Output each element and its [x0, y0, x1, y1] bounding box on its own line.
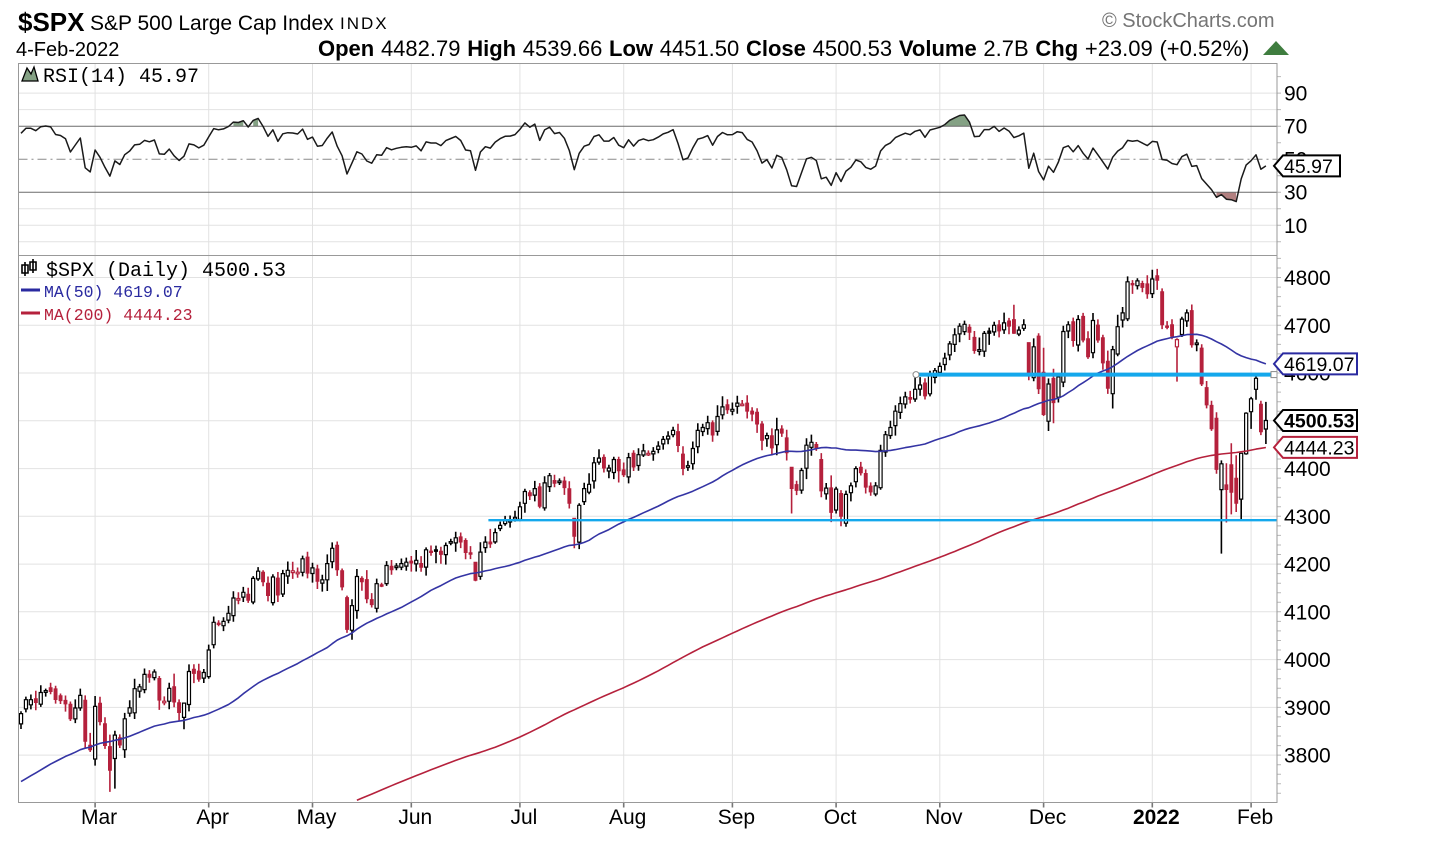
svg-text:4200: 4200 [1284, 554, 1331, 577]
svg-text:4619.07: 4619.07 [1284, 354, 1355, 376]
svg-text:4-Feb-2022: 4-Feb-2022 [16, 39, 119, 61]
svg-text:INDX: INDX [340, 14, 389, 33]
svg-text:Sep: Sep [718, 806, 755, 829]
svg-text:MA(200) 4444.23: MA(200) 4444.23 [44, 306, 193, 325]
svg-text:4800: 4800 [1284, 267, 1331, 290]
svg-text:4700: 4700 [1284, 315, 1331, 338]
svg-text:RSI(14) 45.97: RSI(14) 45.97 [43, 66, 199, 89]
svg-text:3900: 3900 [1284, 697, 1331, 720]
svg-text:4000: 4000 [1284, 649, 1331, 672]
svg-text:Oct: Oct [824, 806, 857, 829]
svg-text:70: 70 [1284, 116, 1307, 139]
svg-text:© StockCharts.com: © StockCharts.com [1102, 10, 1275, 32]
svg-text:$SPX (Daily) 4500.53: $SPX (Daily) 4500.53 [46, 260, 286, 283]
svg-text:90: 90 [1284, 83, 1307, 106]
svg-text:Open 4482.79 High 4539.66 Low: Open 4482.79 High 4539.66 Low 4451.50 Cl… [318, 36, 1249, 61]
svg-text:S&P 500 Large Cap Index: S&P 500 Large Cap Index [90, 12, 334, 35]
svg-text:Dec: Dec [1029, 806, 1066, 829]
svg-text:Feb: Feb [1237, 806, 1273, 829]
svg-text:$SPX: $SPX [18, 7, 85, 37]
svg-text:Aug: Aug [609, 806, 646, 829]
svg-text:30: 30 [1284, 182, 1307, 205]
svg-text:3800: 3800 [1284, 745, 1331, 768]
svg-text:MA(50) 4619.07: MA(50) 4619.07 [44, 283, 183, 302]
svg-text:4444.23: 4444.23 [1284, 437, 1355, 459]
svg-text:10: 10 [1284, 215, 1307, 238]
svg-text:4400: 4400 [1284, 458, 1331, 481]
svg-text:May: May [297, 806, 337, 829]
svg-text:Jun: Jun [398, 806, 432, 829]
svg-text:Apr: Apr [196, 806, 229, 829]
svg-text:4500.53: 4500.53 [1284, 411, 1355, 433]
svg-text:Nov: Nov [925, 806, 963, 829]
svg-text:Mar: Mar [81, 806, 117, 829]
svg-text:45.97: 45.97 [1284, 156, 1333, 178]
svg-text:4300: 4300 [1284, 506, 1331, 529]
svg-text:2022: 2022 [1133, 806, 1180, 829]
svg-text:Jul: Jul [510, 806, 537, 829]
svg-text:4100: 4100 [1284, 601, 1331, 624]
